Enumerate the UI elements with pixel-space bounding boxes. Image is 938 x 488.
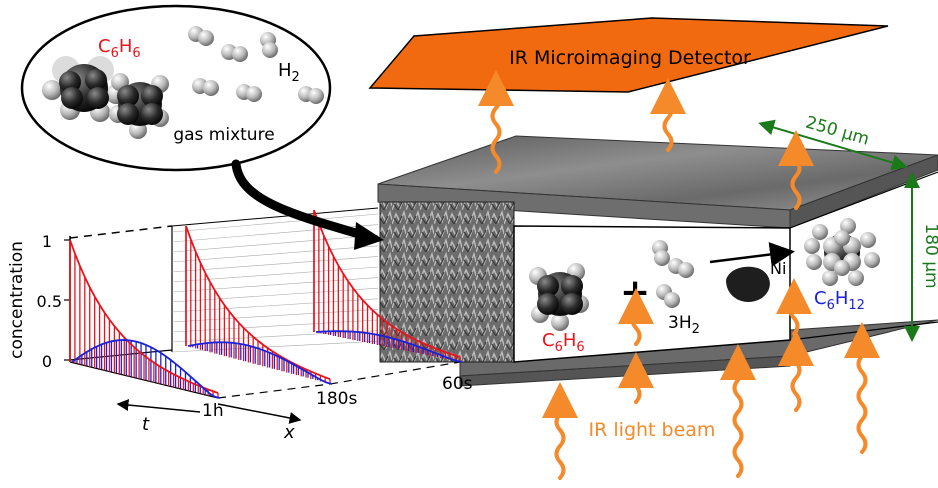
time-slices [69, 209, 463, 399]
cyclohexane-curve [71, 339, 221, 399]
hydrogen-molecule-icon [236, 84, 262, 102]
reaction: C6H6 + 3H2 Ni C6H12 [529, 218, 880, 355]
detector-label: IR Microimaging Detector [509, 47, 751, 69]
hydrogen-molecule-icon [192, 78, 219, 96]
ir-beam-above [650, 78, 686, 152]
hydrogen-molecule-icon [188, 26, 214, 46]
ytick-0: 0 [42, 352, 52, 371]
slice-60s [313, 209, 463, 363]
hydrogen-molecule-icon [656, 284, 680, 308]
slice-180s [185, 225, 333, 385]
ytick-1: 1 [42, 232, 52, 251]
ir-beam-below [720, 344, 756, 478]
t-axis-arrow [116, 399, 201, 413]
ir-detector: IR Microimaging Detector [368, 17, 889, 93]
width-label: 250 µm [803, 113, 871, 150]
ir-beam-above [478, 70, 514, 174]
bubble-caption: gas mixture [173, 125, 274, 145]
t-axis-label: t [142, 414, 150, 435]
benzene-molecule-icon [529, 263, 589, 331]
dimension-height: 180 µm [904, 172, 938, 342]
ir-beam-below [618, 352, 654, 404]
ytick-0.5: 0.5 [37, 292, 62, 311]
time-label-180s: 180s [316, 389, 357, 409]
reactant-hydrogen-formula: 3H2 [668, 313, 700, 337]
benzene-curve [69, 239, 219, 394]
crystal-cross-section [379, 201, 515, 363]
cyclohexane-molecule-icon [804, 218, 880, 286]
cyclohexane-curve [187, 341, 333, 385]
benzene-molecule-icon [109, 73, 169, 139]
hydrogen-molecule-icon [668, 258, 694, 278]
slice-1h [69, 239, 221, 399]
catalyst-label: Ni [770, 259, 786, 278]
time-label-60s: 60s [442, 374, 473, 394]
height-label: 180 µm [921, 223, 938, 288]
x-axis-label: x [283, 422, 295, 443]
flow-arrow [231, 159, 371, 241]
bubble-hydrogen-formula: H2 [278, 60, 300, 85]
gas-mixture-bubble: C6H6 H2 gas mixture [20, 4, 332, 172]
reaction-arrow [709, 242, 795, 267]
ir-beam-inside [776, 278, 812, 336]
hydrogen-molecule-icon [652, 240, 670, 266]
ir-beams [478, 70, 880, 480]
hydrogen-molecule-icon [298, 86, 324, 104]
benzene-curve [185, 225, 331, 380]
x-axis-arrow [217, 403, 302, 424]
nickel-catalyst-icon [726, 266, 770, 302]
hydrogen-molecule-icon [260, 32, 278, 58]
ir-beam-inside [618, 288, 654, 346]
benzene-molecule-icon [42, 56, 126, 122]
concentration-plot: 1 0.5 0 concentration t x 1h 180s 60s [7, 207, 473, 443]
ir-beam-below [844, 322, 880, 454]
reactant-benzene-formula: C6H6 [542, 330, 585, 355]
benzene-curve [313, 209, 461, 358]
hydrogen-molecule-icon [221, 44, 248, 62]
cyclohexane-curve [315, 330, 463, 363]
product-cyclohexane-formula: C6H12 [814, 288, 865, 313]
ir-beam-below [542, 382, 578, 480]
ir-beam-below [778, 330, 814, 412]
ir-light-beam-label: IR light beam [589, 419, 716, 441]
y-axis-label: concentration [7, 241, 27, 359]
bubble-benzene-formula: C6H6 [98, 36, 141, 61]
time-label-1h: 1h [202, 401, 224, 421]
ir-beam-inside [778, 130, 814, 210]
